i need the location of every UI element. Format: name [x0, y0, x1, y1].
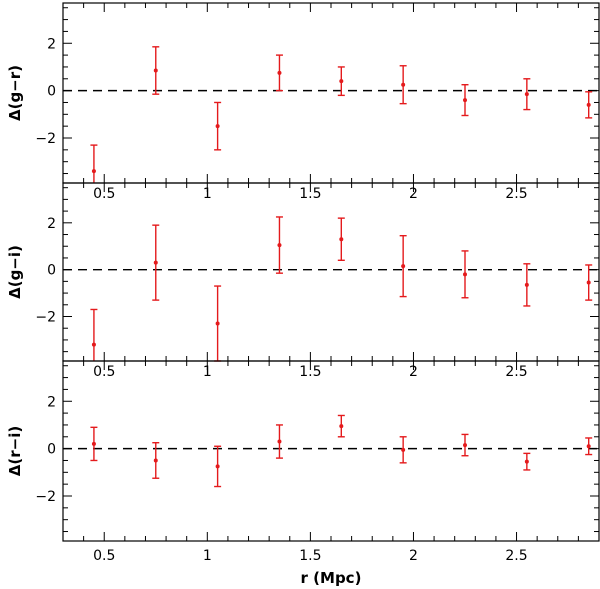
x-tick-label: 1 [203, 548, 212, 564]
y-tick-label: −2 [35, 489, 56, 505]
x-tick-label: 2 [409, 548, 418, 564]
data-point [401, 82, 406, 87]
x-tick-label: 2 [409, 186, 418, 202]
data-point [339, 79, 344, 84]
x-tick-label: 0.5 [93, 364, 115, 380]
data-point [463, 272, 467, 277]
x-tick-label: 1 [203, 364, 212, 380]
y-tick-label: 2 [47, 36, 56, 52]
data-point [586, 280, 591, 285]
panel-frame-2 [62, 182, 600, 362]
data-point [91, 169, 96, 174]
data-point [401, 447, 406, 452]
data-point [91, 342, 96, 347]
data-point [153, 260, 158, 265]
data-point [153, 458, 158, 463]
data-point [153, 68, 158, 73]
y-tick-label: −2 [35, 131, 56, 147]
data-point [524, 282, 529, 287]
x-tick-label: 1.5 [299, 364, 321, 380]
data-point [401, 264, 406, 269]
y-axis-label: Δ(g−i) [6, 245, 24, 299]
panel-frame-1 [62, 2, 600, 184]
data-point [339, 424, 344, 429]
y-tick-label: −2 [35, 310, 56, 326]
data-point [277, 70, 282, 75]
y-tick-label: 2 [47, 216, 56, 232]
data-point [277, 243, 282, 248]
data-point [463, 443, 467, 448]
y-tick-label: 2 [47, 394, 56, 410]
x-tick-label: 2.5 [505, 548, 527, 564]
data-point [524, 92, 529, 97]
x-tick-label: 1.5 [299, 548, 321, 564]
x-tick-label: 2.5 [505, 186, 527, 202]
y-tick-label: 0 [47, 263, 56, 279]
x-tick-label: 0.5 [93, 548, 115, 564]
x-tick-label: 0.5 [93, 186, 115, 202]
data-point [215, 464, 220, 469]
data-point [215, 321, 220, 326]
data-point [524, 459, 529, 464]
y-axis-label: Δ(r−i) [6, 426, 24, 476]
data-point [463, 98, 467, 103]
y-axis-label: Δ(g−r) [6, 65, 24, 121]
x-axis-label: r (Mpc) [301, 569, 362, 587]
data-point [215, 124, 220, 129]
y-tick-label: 0 [47, 442, 56, 458]
x-tick-label: 1.5 [299, 186, 321, 202]
data-point [339, 237, 344, 242]
data-point [586, 444, 591, 449]
data-point [277, 439, 282, 444]
y-tick-label: 0 [47, 84, 56, 100]
x-tick-label: 1 [203, 186, 212, 202]
data-point [586, 102, 591, 107]
x-tick-label: 2 [409, 364, 418, 380]
x-tick-label: 2.5 [505, 364, 527, 380]
panel-frame-3 [62, 360, 600, 542]
data-point [91, 441, 96, 446]
